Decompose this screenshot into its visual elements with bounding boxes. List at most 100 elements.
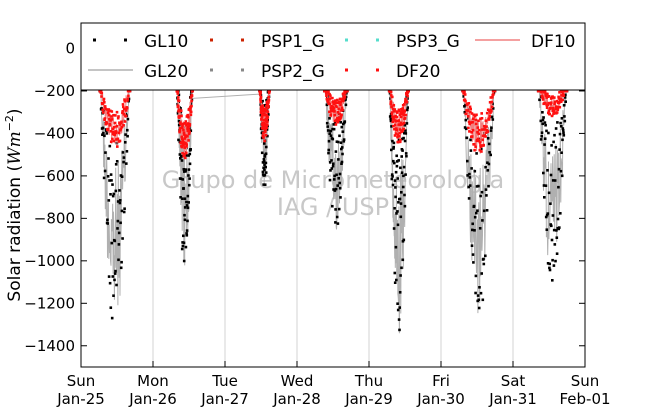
df20-point [122,107,126,111]
df20-point [330,109,334,113]
gl10-point [467,185,470,189]
gl10-point [107,199,111,202]
gl10-point [333,121,337,125]
gl10-point [539,138,543,141]
df20-point [403,109,407,112]
gl10-point [478,286,481,289]
x-axis: SunJan-25MonJan-26TueJan-27WedJan-28ThuJ… [56,361,611,408]
df20-point [389,90,393,94]
df20-point [557,101,561,105]
x-tick-label-day: Sun [67,372,96,390]
df20-point [123,120,127,123]
gl10-point [475,185,479,188]
df20-point [181,124,184,127]
gl10-point [108,179,111,182]
gl10-point [472,204,476,208]
gl10-point [548,268,552,272]
df20-point [114,114,117,117]
gl10-point [404,132,408,135]
df20-point [183,156,187,160]
gl10-point [328,117,331,120]
df20-point [403,116,407,120]
df20-point [467,120,471,124]
gl20-connector [192,93,260,99]
gl10-point [177,119,181,123]
gl10-point [473,169,477,173]
df20-point [328,97,332,100]
x-tick-label-day: Thu [354,372,383,390]
gl10-point [123,207,126,210]
gl10-point [477,184,480,188]
df20-point [178,128,182,132]
gl10-point [329,129,333,133]
df20-point [109,119,112,122]
gl10-point [325,121,329,125]
df20-point [260,111,263,114]
df20-point [484,119,488,122]
gl10-point [548,266,551,270]
df20-point [396,111,399,114]
df20-point [261,121,264,125]
gl10-point [470,244,474,247]
gl10-point [478,227,482,230]
df20-point [121,110,124,113]
df20-point [176,104,180,107]
df20-point [181,151,184,155]
gl10-point [393,161,396,165]
gl10-point [480,190,484,194]
df20-point [261,104,264,107]
gl10-point [177,138,180,142]
gl10-point [110,316,114,320]
df20-point [466,109,470,112]
df20-point [185,143,188,146]
gl10-point [556,121,559,124]
df20-point [339,117,342,121]
df20-point [262,131,265,135]
df20-point [463,93,467,96]
gl10-point [327,148,330,152]
df20-point [99,89,103,93]
df20-point [481,138,484,142]
gl10-point [112,192,116,196]
gl10-point [263,155,266,158]
gl10-point [105,132,109,135]
gl10-point [551,279,554,282]
df20-point [402,121,406,125]
df20-point [337,100,341,103]
df20-point [103,117,107,120]
df20-point [398,113,402,117]
df20-point [547,95,551,98]
gl10-point [562,104,566,107]
gl10-point [265,98,268,102]
gl10-point [473,229,476,232]
df20-point [547,109,551,113]
gl10-point [263,168,266,172]
gl10-point [559,125,563,128]
df20-point [122,105,125,109]
gl10-point [401,185,405,189]
gl10-point [124,141,127,144]
df20-point [106,127,110,131]
gl10-point [544,215,548,219]
y-tick-label: −200 [34,82,75,100]
df20-point [550,114,554,118]
gl10-point [543,121,547,124]
gl10-point [392,227,396,230]
gl10-point [189,148,192,151]
df20-point [263,122,267,125]
df20-point [400,109,404,113]
df20-point [469,121,473,124]
gl10-point [486,137,490,140]
gl10-point [399,166,402,170]
gl10-point [188,152,192,156]
gl10-point [107,275,111,278]
df20-point [400,108,403,111]
df20-point [489,96,493,99]
gl10-point [110,241,114,245]
df20-point [107,108,111,111]
gl10-point [402,238,406,242]
df20-point [489,111,492,114]
gl10-point [339,121,342,124]
gl10-point [553,133,556,137]
